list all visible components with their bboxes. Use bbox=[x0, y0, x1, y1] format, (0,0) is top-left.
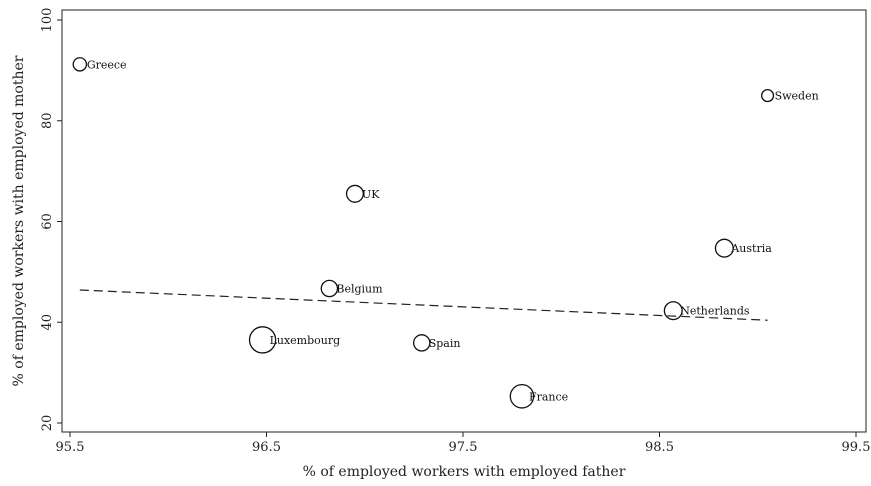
data-point bbox=[72, 57, 88, 72]
y-tick-label: 100 bbox=[40, 8, 55, 33]
x-axis-title: % of employed workers with employed fath… bbox=[303, 464, 626, 480]
data-point bbox=[412, 334, 431, 352]
x-tick-label: 98.5 bbox=[645, 440, 674, 455]
x-tick-label: 95.5 bbox=[56, 440, 85, 455]
point-label: Sweden bbox=[775, 90, 819, 103]
data-point bbox=[345, 184, 364, 203]
data-point bbox=[663, 301, 683, 321]
point-label: Greece bbox=[87, 58, 127, 71]
data-point bbox=[714, 238, 734, 258]
y-tick-label: 80 bbox=[40, 112, 55, 129]
point-label: Netherlands bbox=[680, 305, 750, 318]
point-label: Belgium bbox=[336, 282, 383, 295]
x-tick-label: 99.5 bbox=[842, 440, 871, 455]
x-tick-label: 96.5 bbox=[252, 440, 281, 455]
data-point bbox=[761, 88, 775, 103]
y-tick-label: 60 bbox=[40, 213, 55, 230]
fitted-line bbox=[79, 289, 768, 321]
point-label: UK bbox=[362, 188, 380, 201]
y-tick-label: 40 bbox=[40, 314, 55, 331]
data-point bbox=[509, 384, 535, 409]
point-label: Austria bbox=[730, 242, 772, 255]
y-axis-title: % of employed workers with employed moth… bbox=[11, 55, 27, 386]
plot-frame bbox=[61, 9, 867, 433]
data-point bbox=[248, 326, 277, 354]
point-label: Luxembourg bbox=[270, 334, 341, 347]
point-label: Spain bbox=[429, 337, 461, 350]
point-label: France bbox=[529, 390, 568, 403]
y-tick-label: 20 bbox=[40, 415, 55, 432]
x-tick-label: 97.5 bbox=[449, 440, 478, 455]
data-point bbox=[320, 279, 339, 298]
